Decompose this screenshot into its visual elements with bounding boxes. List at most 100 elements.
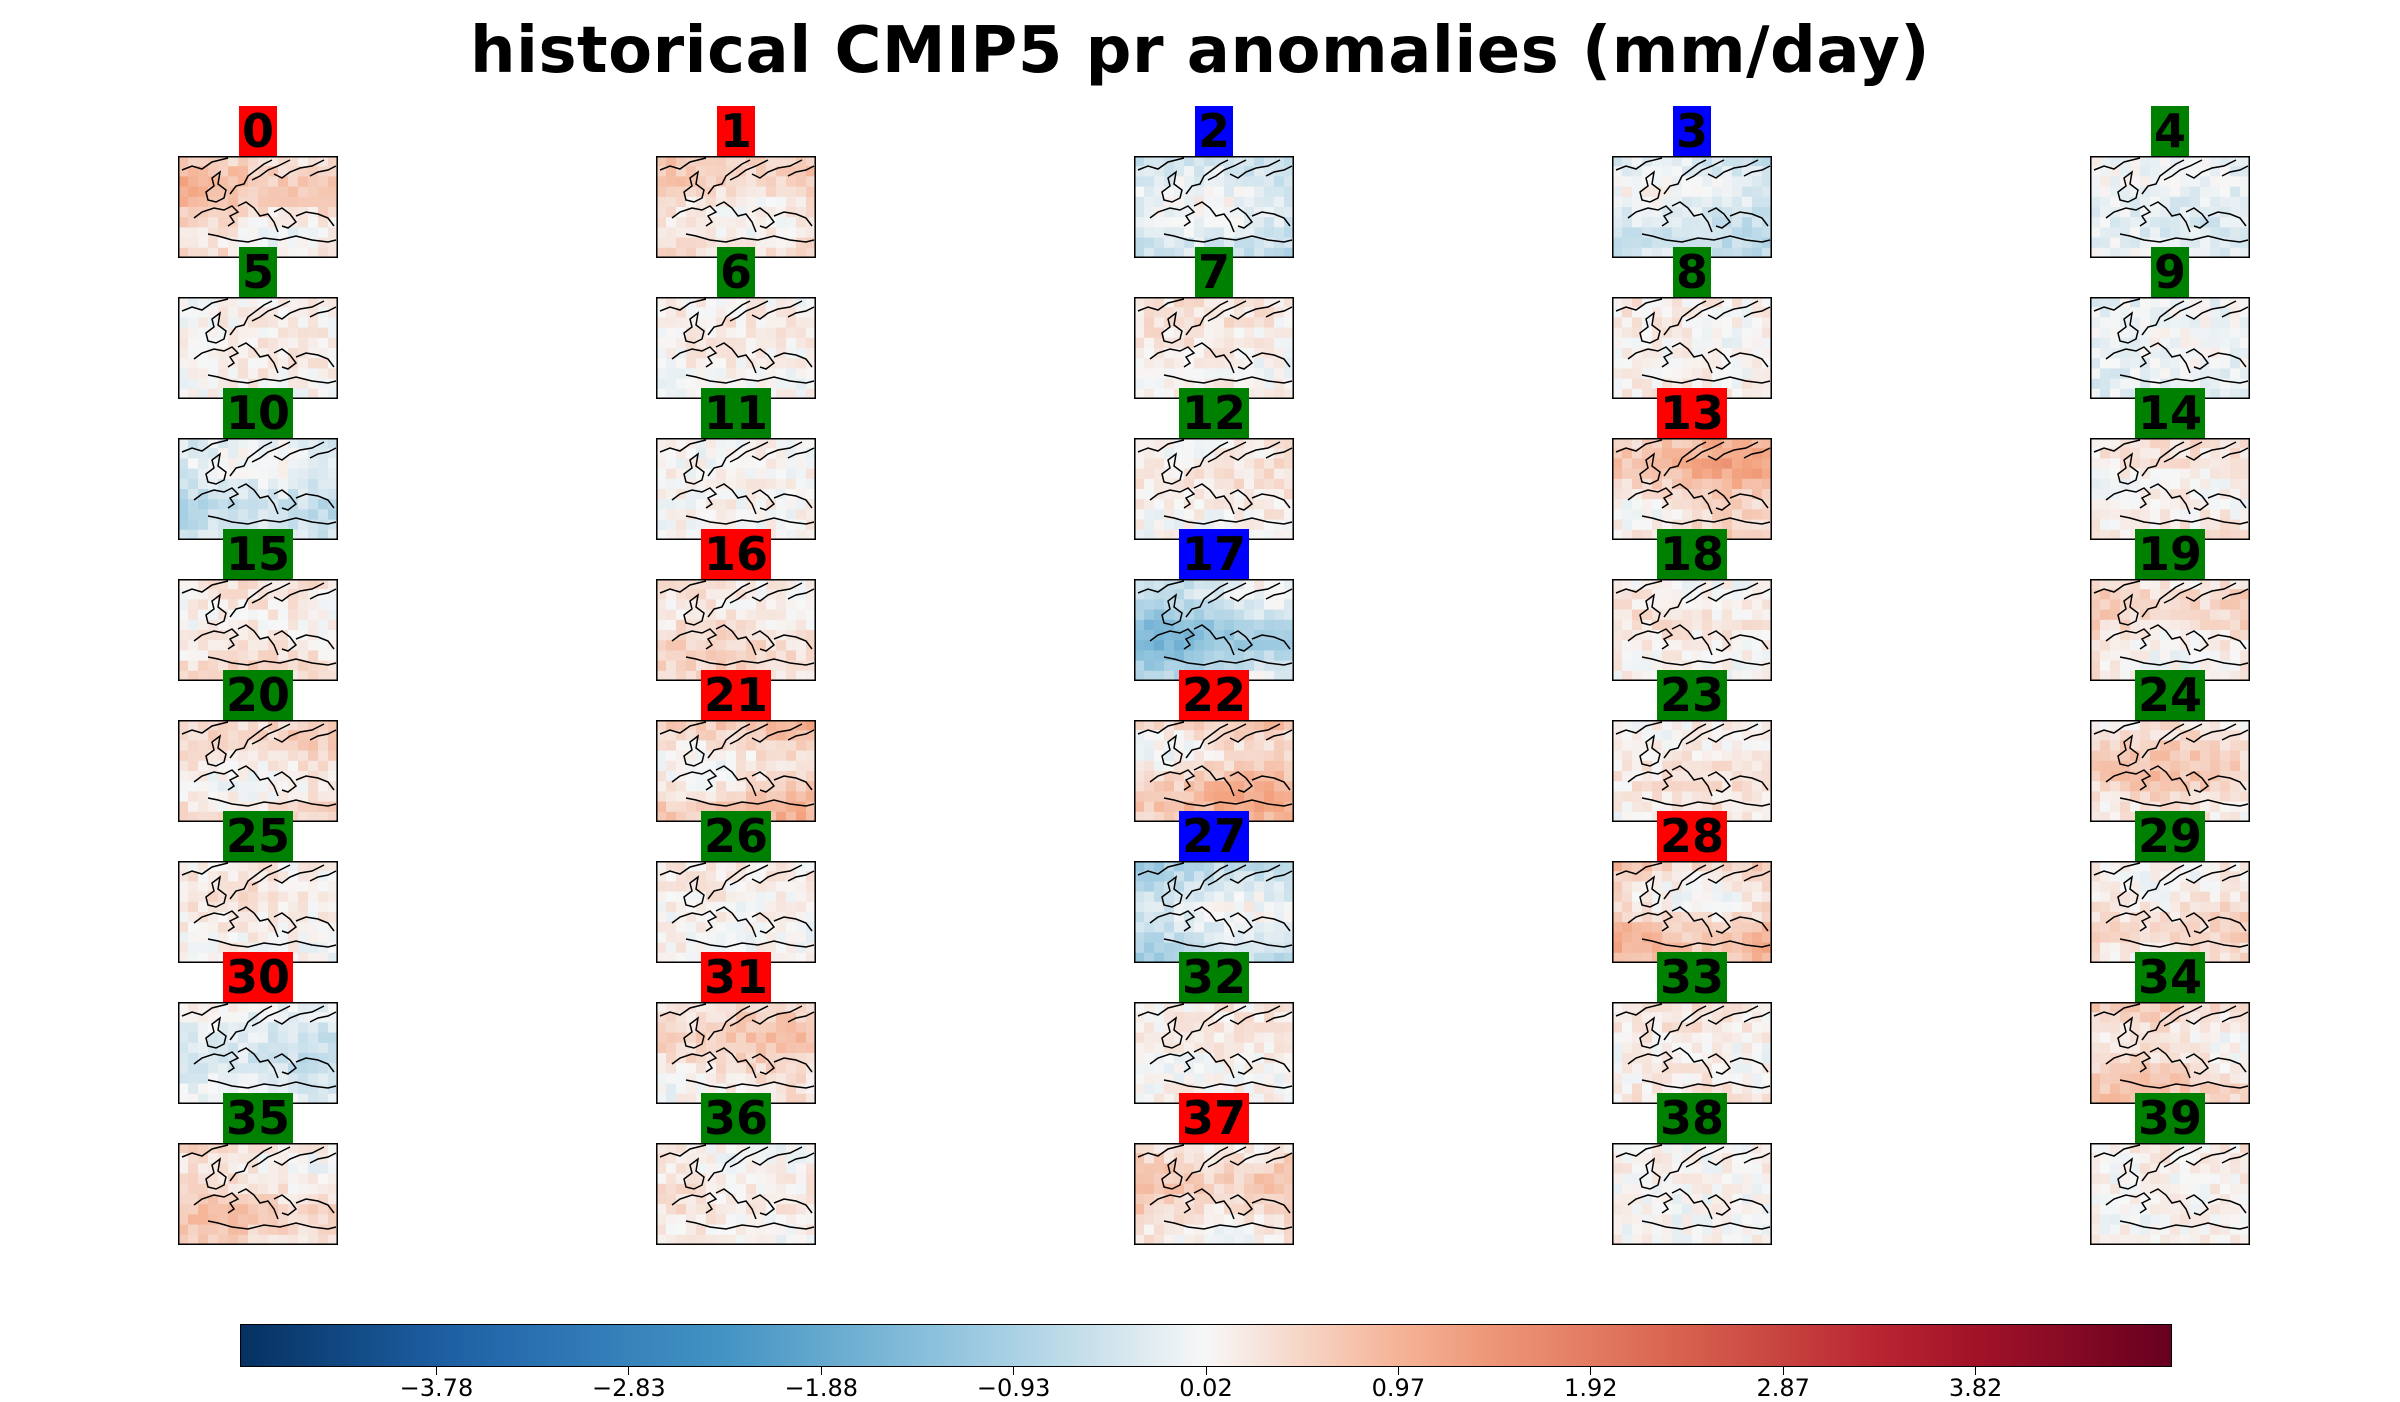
grid-cell — [2090, 771, 2101, 782]
grid-cell — [2160, 217, 2171, 228]
grid-cell — [676, 176, 687, 187]
grid-cell — [2100, 943, 2111, 954]
grid-cell — [716, 307, 727, 318]
grid-cell — [2170, 338, 2181, 349]
grid-cell — [726, 338, 737, 349]
grid-cell — [1752, 892, 1763, 903]
grid-cell — [1204, 932, 1215, 943]
grid-cell — [2150, 489, 2161, 500]
grid-cell — [1672, 489, 1683, 500]
grid-cell — [298, 469, 309, 480]
grid-cell — [198, 520, 209, 531]
grid-cell — [1194, 348, 1205, 359]
grid-cell — [2160, 197, 2171, 208]
grid-cell — [228, 187, 239, 198]
grid-cell — [1224, 317, 1235, 328]
grid-cell — [198, 499, 209, 510]
grid-cell — [1742, 328, 1753, 339]
grid-cell — [1622, 610, 1633, 621]
grid-cell — [686, 358, 697, 369]
grid-cell — [2110, 520, 2121, 531]
grid-cell — [1174, 640, 1185, 651]
grid-cell — [1214, 932, 1225, 943]
grid-cell — [198, 238, 209, 249]
grid-cell — [1622, 881, 1633, 892]
grid-cell — [2090, 812, 2101, 822]
grid-cell — [1702, 610, 1713, 621]
grid-cell — [2190, 469, 2201, 480]
grid-cell — [1622, 389, 1633, 399]
grid-cell — [288, 599, 299, 610]
grid-cell — [258, 791, 269, 802]
grid-cell — [1134, 630, 1145, 641]
grid-cell — [198, 671, 209, 681]
grid-cell — [2160, 328, 2171, 339]
grid-cell — [1134, 207, 1145, 218]
grid-cell — [288, 761, 299, 772]
grid-cell — [2220, 953, 2231, 963]
grid-cell — [1274, 922, 1285, 933]
grid-cell — [2090, 932, 2101, 943]
grid-cell — [278, 751, 289, 762]
grid-cell — [238, 610, 249, 621]
grid-cell — [238, 630, 249, 641]
grid-cell — [796, 379, 807, 390]
panel-label: 15 — [223, 529, 293, 579]
grid-cell — [198, 379, 209, 390]
grid-cell — [178, 671, 189, 681]
grid-cell — [1154, 791, 1165, 802]
grid-cell — [1144, 176, 1155, 187]
grid-cell — [1732, 338, 1743, 349]
grid-cell — [178, 348, 189, 359]
grid-cell — [1214, 751, 1225, 762]
grid-cell — [2220, 599, 2231, 610]
grid-cell — [208, 368, 219, 379]
grid-cell — [178, 640, 189, 651]
grid-cell — [756, 881, 767, 892]
grid-cell — [2100, 599, 2111, 610]
grid-cell — [2180, 640, 2191, 651]
grid-cell — [1194, 368, 1205, 379]
grid-cell — [2090, 881, 2101, 892]
grid-cell — [278, 791, 289, 802]
grid-cell — [228, 509, 239, 520]
grid-cell — [1732, 720, 1743, 731]
grid-cell — [1612, 761, 1623, 772]
grid-cell — [1622, 922, 1633, 933]
grid-cell — [2090, 620, 2101, 631]
grid-cell — [2220, 740, 2231, 751]
grid-cell — [208, 781, 219, 792]
grid-cell — [716, 771, 727, 782]
grid-cell — [308, 740, 319, 751]
grid-cell — [1672, 307, 1683, 318]
grid-cell — [1732, 579, 1743, 590]
grid-cell — [2100, 368, 2111, 379]
grid-cell — [278, 1022, 289, 1033]
grid-cell — [1134, 469, 1145, 480]
grid-cell — [308, 599, 319, 610]
grid-cell — [1692, 640, 1703, 651]
grid-cell — [2190, 871, 2201, 882]
grid-cell — [2120, 368, 2131, 379]
grid-cell — [2180, 620, 2191, 631]
grid-cell — [1234, 166, 1245, 177]
grid-cell — [318, 932, 329, 943]
grid-cell — [1134, 610, 1145, 621]
grid-cell — [218, 358, 229, 369]
grid-cell — [1742, 881, 1753, 892]
grid-cell — [318, 379, 329, 390]
grid-cell — [716, 217, 727, 228]
grid-cell — [1164, 781, 1175, 792]
grid-cell — [666, 751, 677, 762]
grid-cell — [208, 871, 219, 882]
anomaly-field — [1612, 720, 1772, 822]
grid-cell — [2230, 751, 2241, 762]
grid-cell — [1722, 176, 1733, 187]
grid-cell — [1154, 812, 1165, 822]
grid-cell — [1184, 509, 1195, 520]
grid-cell — [796, 599, 807, 610]
grid-cell — [796, 671, 807, 681]
grid-cell — [1164, 499, 1175, 510]
grid-cell — [1732, 953, 1743, 963]
grid-cell — [786, 338, 797, 349]
